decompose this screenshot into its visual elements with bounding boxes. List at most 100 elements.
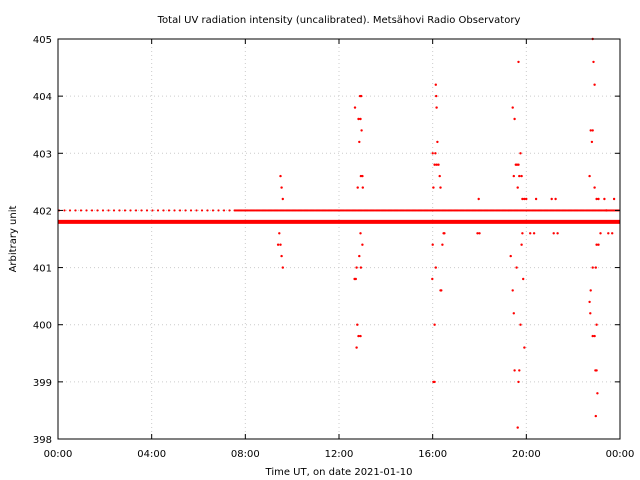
x-tick-label: 16:00 xyxy=(418,449,447,460)
data-points xyxy=(276,37,616,429)
data-point xyxy=(356,323,359,326)
data-point xyxy=(434,266,437,269)
data-point xyxy=(521,197,524,201)
baseline-point xyxy=(162,209,165,212)
data-point xyxy=(599,232,602,235)
baseline-point xyxy=(68,209,72,212)
data-point xyxy=(512,312,515,315)
data-point xyxy=(520,243,523,246)
data-point xyxy=(590,140,594,144)
data-point xyxy=(361,243,364,246)
y-tick-label: 399 xyxy=(33,378,52,389)
y-tick-label: 403 xyxy=(33,149,52,160)
data-point xyxy=(556,232,559,235)
data-point xyxy=(434,152,437,155)
data-point xyxy=(593,83,596,86)
data-point xyxy=(554,197,557,201)
data-point xyxy=(515,266,518,269)
data-point xyxy=(520,174,523,178)
data-point xyxy=(359,266,363,269)
baseline-point xyxy=(222,209,226,212)
axis-ticks xyxy=(57,38,621,440)
baseline-point xyxy=(63,209,66,212)
data-point xyxy=(595,243,598,246)
y-tick-label: 401 xyxy=(33,264,52,275)
data-point xyxy=(358,254,361,258)
data-point xyxy=(611,232,614,235)
baseline-point xyxy=(184,209,187,212)
baseline-point xyxy=(112,209,116,212)
data-point xyxy=(439,186,442,189)
baseline-point xyxy=(173,209,176,212)
data-point xyxy=(517,60,520,64)
data-point xyxy=(607,232,610,235)
data-point xyxy=(441,243,444,246)
data-point xyxy=(359,117,362,121)
data-point xyxy=(592,60,595,64)
data-point xyxy=(511,289,514,292)
data-point xyxy=(476,232,479,235)
y-tick-label: 404 xyxy=(33,92,52,103)
data-point xyxy=(436,140,439,144)
data-point xyxy=(595,369,598,372)
baseline-point xyxy=(107,209,110,212)
data-point xyxy=(280,186,283,189)
data-point xyxy=(280,254,283,258)
data-point xyxy=(357,334,360,338)
y-tick-label: 400 xyxy=(33,321,52,332)
baseline-point xyxy=(118,209,121,212)
data-point xyxy=(612,197,616,201)
data-point xyxy=(594,414,597,418)
baseline-point xyxy=(200,209,204,212)
data-point xyxy=(431,243,434,246)
x-axis-label: Time UT, on date 2021-01-10 xyxy=(265,467,413,478)
baseline-point xyxy=(129,209,132,212)
data-point xyxy=(434,83,437,86)
data-point xyxy=(521,232,524,235)
x-tick-label: 08:00 xyxy=(231,449,260,460)
baseline-points xyxy=(57,209,620,224)
data-point xyxy=(438,174,441,178)
baseline-point xyxy=(228,209,231,212)
data-point xyxy=(478,232,481,235)
data-point xyxy=(279,243,282,246)
data-point xyxy=(597,197,600,201)
data-point xyxy=(596,392,599,395)
baseline-point xyxy=(79,209,83,212)
data-point xyxy=(359,232,362,235)
data-point xyxy=(435,106,438,109)
data-point xyxy=(443,232,446,235)
baseline-point xyxy=(167,209,171,212)
data-point xyxy=(433,163,436,166)
chart-title: Total UV radiation intensity (uncalibrat… xyxy=(157,15,521,26)
baseline-band xyxy=(58,219,620,224)
data-point xyxy=(593,334,596,338)
data-point xyxy=(518,174,521,178)
data-point xyxy=(605,209,608,212)
data-point xyxy=(527,220,530,224)
data-point xyxy=(516,426,519,429)
data-point xyxy=(588,174,591,178)
data-point xyxy=(518,369,521,372)
baseline-point xyxy=(140,209,143,212)
data-point xyxy=(525,197,528,201)
data-point xyxy=(355,266,358,269)
data-point xyxy=(281,197,284,201)
data-point xyxy=(513,117,516,121)
data-point xyxy=(433,380,436,384)
data-point xyxy=(591,266,594,269)
data-point xyxy=(354,277,357,281)
x-tick-label: 20:00 xyxy=(512,449,541,460)
data-point xyxy=(353,106,357,109)
y-axis-label: Arbitrary unit xyxy=(8,206,19,273)
data-point xyxy=(594,266,597,269)
data-point xyxy=(440,289,443,292)
baseline-point xyxy=(85,209,88,212)
data-point xyxy=(513,369,516,372)
data-point xyxy=(355,346,358,349)
x-tick-label: 00:00 xyxy=(44,449,73,460)
data-point xyxy=(589,312,592,315)
data-point xyxy=(511,106,514,109)
